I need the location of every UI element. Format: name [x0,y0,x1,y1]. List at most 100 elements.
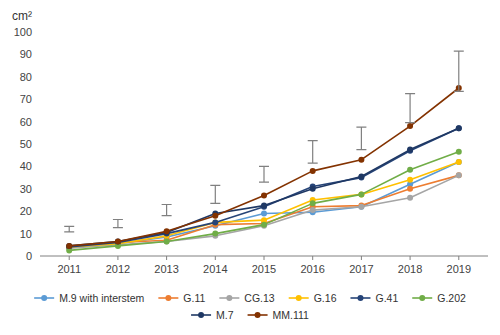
legend: M.9 with interstem G.11 CG.13 G.16 G.41 G.202… [34,292,466,321]
series-line [69,128,459,246]
x-tick [264,256,265,260]
legend-marker [41,295,47,301]
series-point [164,238,170,244]
series-point [407,147,413,153]
x-tick-label: 2011 [57,263,81,275]
legend-marker [165,295,171,301]
legend-label: M.7 [216,309,234,321]
legend-item: CG.13 [219,292,275,304]
series-point [261,210,267,216]
legend-marker [226,295,232,301]
x-tick-label: 2017 [349,263,373,275]
x-tick [361,256,362,260]
series-point [358,191,364,197]
plot-area [66,85,462,253]
series-point [261,222,267,228]
series-point [66,243,72,249]
legend-item: G.11 [158,292,205,304]
y-tick-label: 50 [20,138,32,150]
x-tick [166,256,167,260]
error-bar [308,141,318,163]
y-tick-label: 80 [20,71,32,83]
x-tick [312,256,313,260]
y-axis-label: cm² [12,9,32,23]
series-point [456,172,462,178]
y-tick-label: 90 [20,48,32,60]
legend-marker [357,295,363,301]
y-tick-label: 60 [20,116,32,128]
legend-label: MM.111 [273,309,310,321]
x-tick [69,256,70,260]
legend-item: G.41 [350,292,398,304]
legend-marker [419,295,425,301]
error-bar [64,226,74,231]
y-tick-label: 0 [26,250,32,262]
legend-label: G.16 [314,292,337,304]
series-line [69,175,459,248]
series-point [358,157,364,163]
y-tick-label: 30 [20,183,32,195]
series-point [261,203,267,209]
series-point [212,219,218,225]
legend-item: G.16 [289,292,337,304]
error-bar [454,51,464,91]
series-point [407,123,413,129]
legend-marker [296,295,302,301]
x-tick-label: 2016 [300,263,324,275]
chart: cm²0102030405060708090100201120122013201… [0,0,500,335]
error-bar [356,127,366,149]
error-bar [259,166,269,182]
legend-marker [198,312,204,318]
series-point [358,204,364,210]
legend-marker [255,312,261,318]
x-tick [117,256,118,260]
x-tick-label: 2015 [252,263,276,275]
series-point [407,177,413,183]
x-tick-label: 2014 [203,263,227,275]
series-point [456,159,462,165]
error-bar [405,94,415,123]
series-point [456,159,462,165]
series-point [212,213,218,219]
series-point [164,238,170,244]
legend-item: M.7 [191,309,234,321]
x-tick [215,256,216,260]
series-point [212,231,218,237]
series-point [115,238,121,244]
series-point [407,167,413,173]
series-point [456,125,462,131]
error-bar [162,204,172,215]
series-point [407,195,413,201]
y-tick-label: 100 [14,26,32,38]
series-point [456,125,462,131]
legend-label: G.202 [437,292,466,304]
series-point [66,243,72,249]
error-bar [113,219,123,227]
series-point [115,238,121,244]
x-tick-label: 2018 [398,263,422,275]
legend-item: G.202 [412,292,466,304]
x-tick [410,256,411,260]
series-point [164,228,170,234]
series-point [212,219,218,225]
x-tick-label: 2012 [106,263,130,275]
y-tick-label: 20 [20,205,32,217]
x-tick-label: 2013 [154,263,178,275]
series-line [69,88,459,246]
series-point [358,173,364,179]
series-point [358,191,364,197]
x-tick [458,256,459,260]
legend-item: M.9 with interstem [34,292,144,304]
series-point [310,168,316,174]
legend-label: G.41 [375,292,398,304]
series-point [310,207,316,213]
legend-label: G.11 [183,292,205,304]
legend-label: M.9 with interstem [59,292,144,304]
series-point [456,172,462,178]
series-point [261,193,267,199]
y-tick-label: 10 [20,228,32,240]
series-point [310,200,316,206]
series-line [69,152,459,251]
y-tick-label: 40 [20,160,32,172]
series-point [310,186,316,192]
